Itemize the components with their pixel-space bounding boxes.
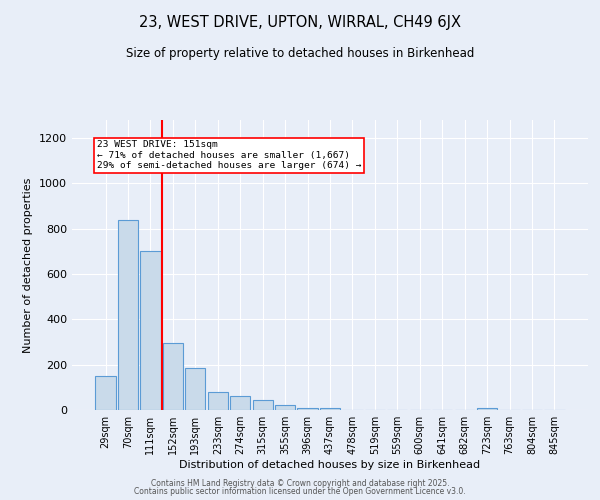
Bar [253, 400, 273, 410]
Bar [208, 392, 228, 410]
Bar [230, 396, 250, 410]
Bar [477, 408, 497, 410]
X-axis label: Distribution of detached houses by size in Birkenhead: Distribution of detached houses by size … [179, 460, 481, 470]
Text: 23, WEST DRIVE, UPTON, WIRRAL, CH49 6JX: 23, WEST DRIVE, UPTON, WIRRAL, CH49 6JX [139, 15, 461, 30]
Bar [320, 408, 340, 410]
Y-axis label: Number of detached properties: Number of detached properties [23, 178, 34, 352]
Bar [140, 252, 161, 410]
Bar [118, 220, 138, 410]
Bar [298, 408, 317, 410]
Text: Size of property relative to detached houses in Birkenhead: Size of property relative to detached ho… [126, 48, 474, 60]
Text: Contains HM Land Registry data © Crown copyright and database right 2025.: Contains HM Land Registry data © Crown c… [151, 478, 449, 488]
Text: Contains public sector information licensed under the Open Government Licence v3: Contains public sector information licen… [134, 488, 466, 496]
Bar [185, 368, 205, 410]
Bar [275, 406, 295, 410]
Text: 23 WEST DRIVE: 151sqm
← 71% of detached houses are smaller (1,667)
29% of semi-d: 23 WEST DRIVE: 151sqm ← 71% of detached … [97, 140, 361, 170]
Bar [95, 376, 116, 410]
Bar [163, 343, 183, 410]
